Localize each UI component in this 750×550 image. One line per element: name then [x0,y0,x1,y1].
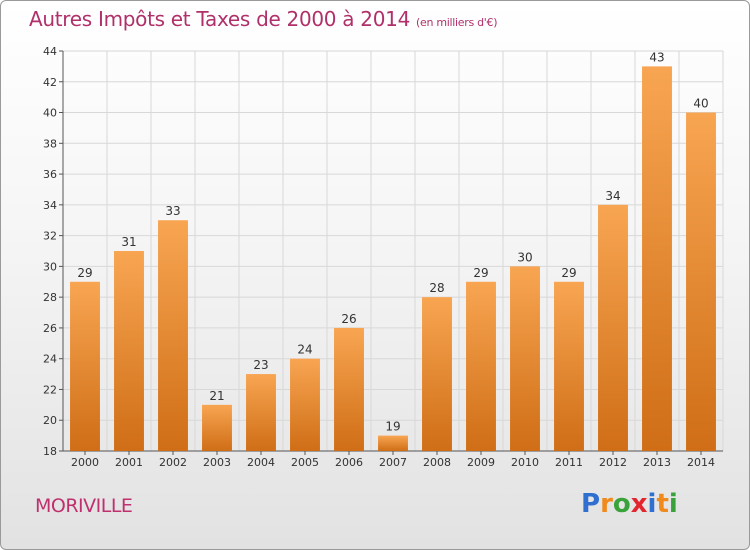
data-label: 19 [385,420,400,434]
data-label: 33 [165,204,180,218]
chart-unit-label: (en milliers d'€) [416,16,498,29]
axes: 18 20 22 24 26 28 30 32 34 36 38 40 42 44 2000 2001 2002… [43,45,723,469]
y-tick-label: 38 [43,137,57,150]
data-label: 34 [605,189,620,203]
y-tick-label: 32 [43,230,57,243]
proxiti-logo[interactable]: Proxiti [581,489,678,519]
data-label: 29 [473,266,488,280]
y-tick-label: 18 [43,445,57,458]
x-tick-label: 2001 [115,456,143,469]
data-label: 28 [429,281,444,295]
bar [686,112,716,452]
x-tick-label: 2000 [71,456,99,469]
y-tick-label: 40 [43,107,57,120]
data-label: 26 [341,312,356,326]
y-tick-label: 34 [43,199,57,212]
bar [114,251,144,451]
logo-letter: x [630,489,648,519]
y-tick-label: 20 [43,414,57,427]
bar [510,266,540,451]
x-tick-label: 2009 [467,456,495,469]
bar [378,435,408,451]
data-label: 30 [517,250,532,264]
x-tick-label: 2004 [247,456,275,469]
x-tick-label: 2002 [159,456,187,469]
x-tick-label: 2008 [423,456,451,469]
bar [598,204,628,451]
logo-letter: o [612,489,631,519]
bar [334,327,364,451]
x-tick-label: 2014 [687,456,715,469]
bar [158,220,188,451]
y-tick-label: 24 [43,353,57,366]
x-tick-label: 2013 [643,456,671,469]
bar [422,297,452,451]
x-tick-label: 2006 [335,456,363,469]
bar [290,358,320,451]
x-tick-label: 2003 [203,456,231,469]
bars [70,66,716,452]
y-tick-label: 42 [43,76,57,89]
x-tick-label: 2005 [291,456,319,469]
data-label: 24 [297,343,312,357]
bar [554,281,584,451]
data-label: 31 [121,235,136,249]
y-tick-label: 36 [43,168,57,181]
y-tick-label: 44 [43,45,57,58]
chart-title: Autres Impôts et Taxes de 2000 à 2014 (en… [29,7,497,31]
logo-letter: i [647,489,657,519]
commune-name: MORIVILLE [35,495,133,517]
y-tick-label: 26 [43,322,57,335]
bar [642,66,672,451]
bar [70,281,100,451]
bar [466,281,496,451]
x-tick-label: 2011 [555,456,583,469]
y-tick-label: 22 [43,383,57,396]
data-label: 43 [649,50,664,64]
y-tick-label: 28 [43,291,57,304]
data-label: 23 [253,358,268,372]
bar [202,404,232,451]
bar [246,374,276,451]
chart-title-text: Autres Impôts et Taxes de 2000 à 2014 [29,7,410,31]
x-tick-label: 2012 [599,456,627,469]
data-label: 40 [693,97,708,111]
x-tick-label: 2007 [379,456,407,469]
data-labels: 29 31 33 21 23 24 26 19 28 29 30 29 34 43 40 [77,50,708,433]
data-label: 29 [77,266,92,280]
logo-letter: i [668,489,678,519]
logo-letter: r [600,489,613,519]
data-label: 29 [561,266,576,280]
data-label: 21 [209,389,224,403]
logo-letter: P [581,489,601,519]
x-tick-label: 2010 [511,456,539,469]
logo-letter: t [656,489,669,519]
y-tick-label: 30 [43,260,57,273]
